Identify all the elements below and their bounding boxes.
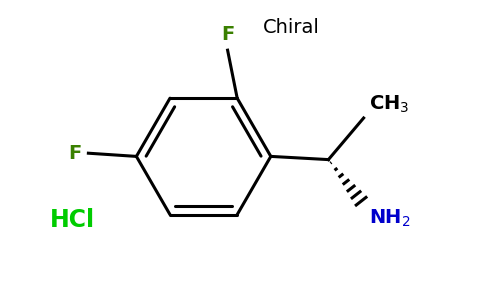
Text: F: F: [221, 25, 234, 44]
Text: HCl: HCl: [50, 208, 95, 232]
Text: NH$_2$: NH$_2$: [369, 208, 410, 229]
Text: F: F: [69, 144, 82, 163]
Text: CH$_3$: CH$_3$: [369, 94, 409, 115]
Text: Chiral: Chiral: [263, 18, 319, 38]
